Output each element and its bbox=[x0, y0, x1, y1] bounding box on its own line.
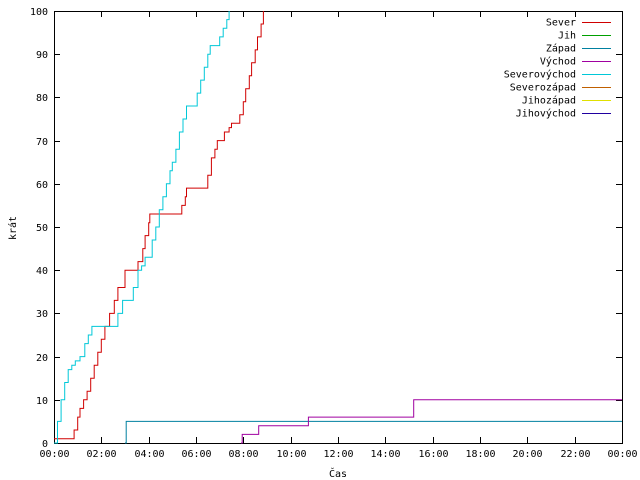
legend-label: Jih bbox=[558, 31, 576, 42]
y-tick-label: 70 bbox=[36, 137, 48, 148]
x-tick-label: 04:00 bbox=[134, 449, 164, 460]
legend-label: Sever bbox=[546, 18, 576, 29]
y-tick-label: 0 bbox=[42, 439, 48, 450]
legend-label: Severovýchod bbox=[504, 69, 576, 81]
y-axis-ticks: 0 10 20 30 40 50 60 70 80 90 100 bbox=[30, 7, 622, 450]
series-lines bbox=[54, 11, 622, 444]
x-tick-label: 10:00 bbox=[276, 449, 306, 460]
x-tick-label: 06:00 bbox=[181, 449, 211, 460]
y-tick-label: 100 bbox=[30, 7, 48, 18]
legend-label: Západ bbox=[546, 43, 576, 55]
legend-label: Severozápad bbox=[510, 82, 576, 94]
x-tick-label: 08:00 bbox=[228, 449, 258, 460]
y-tick-label: 20 bbox=[36, 353, 48, 364]
series-line-Severovýchod bbox=[54, 11, 230, 444]
x-tick-label: 02:00 bbox=[86, 449, 116, 460]
x-tick-label: 12:00 bbox=[323, 449, 353, 460]
y-tick-label: 90 bbox=[36, 50, 48, 61]
y-tick-label: 10 bbox=[36, 396, 48, 407]
legend-label: Jihovýchod bbox=[516, 108, 576, 120]
y-tick-label: 40 bbox=[36, 266, 48, 277]
x-tick-label: 16:00 bbox=[418, 449, 448, 460]
x-tick-label: 22:00 bbox=[560, 449, 590, 460]
y-tick-label: 80 bbox=[36, 93, 48, 104]
y-tick-label: 50 bbox=[36, 223, 48, 234]
legend-label: Východ bbox=[540, 56, 576, 68]
x-axis-title: Čas bbox=[329, 467, 347, 480]
x-tick-label: 18:00 bbox=[465, 449, 495, 460]
series-line-Sever bbox=[54, 11, 264, 440]
series-line-Západ bbox=[125, 420, 622, 444]
x-tick-label: 00:00 bbox=[39, 449, 69, 460]
series-line-Východ bbox=[241, 399, 622, 444]
x-tick-label: 20:00 bbox=[512, 449, 542, 460]
x-tick-label: 00:00 bbox=[607, 449, 637, 460]
x-axis-ticks: 00:00 02:00 04:00 06:00 08:00 10:00 12:00 14:00… bbox=[39, 11, 638, 460]
legend: Sever JihZápadVýchodSeverovýchodSeverozáp… bbox=[504, 18, 611, 120]
y-axis-title: krát bbox=[7, 216, 19, 240]
legend-label: Jihozápad bbox=[522, 95, 576, 107]
x-tick-label: 14:00 bbox=[370, 449, 400, 460]
y-tick-label: 60 bbox=[36, 180, 48, 191]
y-tick-label: 30 bbox=[36, 309, 48, 320]
